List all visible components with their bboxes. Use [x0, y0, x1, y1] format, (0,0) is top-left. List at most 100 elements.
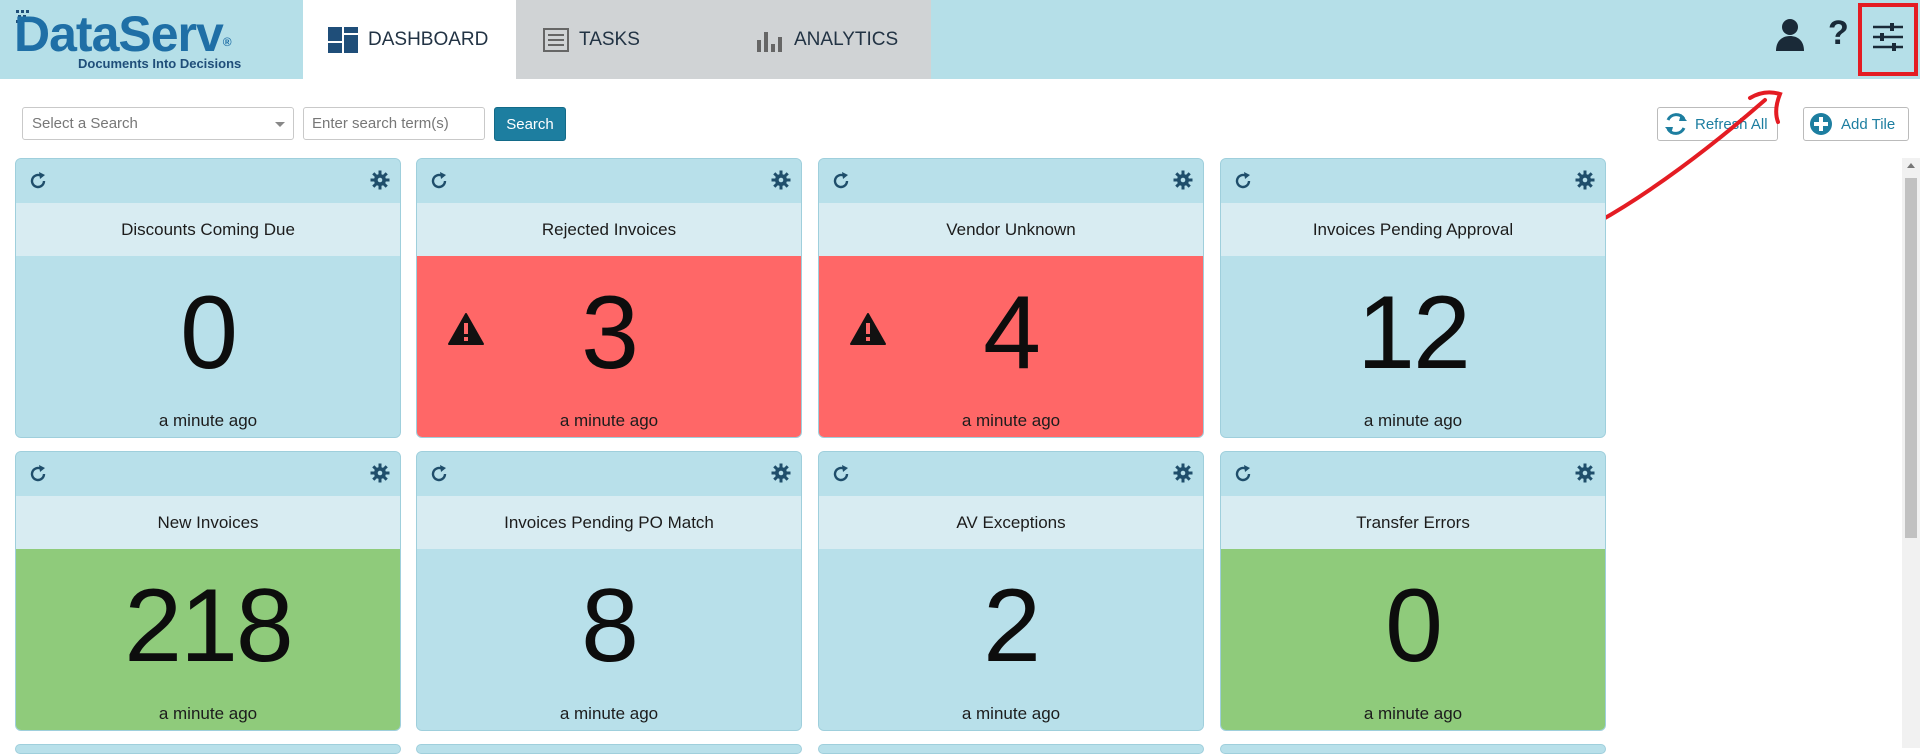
- gear-icon[interactable]: [1575, 170, 1595, 195]
- dashboard-icon: [328, 26, 358, 53]
- add-tile-label: Add Tile: [1841, 115, 1896, 133]
- gear-icon[interactable]: [1173, 463, 1193, 488]
- gear-icon[interactable]: [1173, 170, 1193, 195]
- gear-icon[interactable]: [771, 170, 791, 195]
- tile-title: Transfer Errors: [1221, 496, 1605, 549]
- gear-icon[interactable]: [1575, 463, 1595, 488]
- dashboard-tile[interactable]: Discounts Coming Due 0 a minute ago: [15, 158, 401, 438]
- tile-title: AV Exceptions: [819, 496, 1203, 549]
- dashboard-tile[interactable]: Invoices Pending Approval 12 a minute ago: [1220, 158, 1606, 438]
- tile-body[interactable]: 218 a minute ago: [16, 549, 400, 730]
- tile-header: [1221, 159, 1605, 203]
- tile-updated-time: a minute ago: [1363, 704, 1463, 723]
- tile-header: [16, 452, 400, 496]
- scroll-up-arrow-icon[interactable]: [1907, 163, 1915, 168]
- main-nav: DASHBOARD TASKS ANALYTICS: [303, 0, 931, 79]
- refresh-icon[interactable]: [831, 171, 851, 196]
- tile-title: Vendor Unknown: [819, 203, 1203, 256]
- refresh-icon[interactable]: [28, 464, 48, 489]
- tile-body[interactable]: 2 a minute ago: [819, 549, 1203, 730]
- tile-updated-time: a minute ago: [158, 704, 258, 723]
- refresh-icon[interactable]: [429, 171, 449, 196]
- refresh-icon[interactable]: [28, 171, 48, 196]
- saved-search-select[interactable]: Select a Search: [22, 107, 294, 140]
- tile-header: [1221, 452, 1605, 496]
- tile-header: [819, 159, 1203, 203]
- tile-header: [16, 159, 400, 203]
- tile-count: 12: [1357, 275, 1471, 391]
- dashboard-tile-partial[interactable]: [15, 744, 401, 754]
- dashboard-tile[interactable]: AV Exceptions 2 a minute ago: [818, 451, 1204, 731]
- dataserv-logo[interactable]: DataServ® Documents Into Decisions: [14, 6, 254, 76]
- gear-icon[interactable]: [370, 463, 390, 488]
- refresh-icon[interactable]: [831, 464, 851, 489]
- search-term-input[interactable]: [303, 107, 485, 140]
- tile-count: 0: [180, 275, 238, 391]
- annotation-highlight-box: [1858, 3, 1918, 76]
- tile-header: [819, 452, 1203, 496]
- tab-tasks-label: TASKS: [579, 28, 640, 50]
- plus-circle-icon: [1810, 113, 1832, 135]
- add-tile-button[interactable]: Add Tile: [1803, 107, 1909, 141]
- refresh-icon: [1665, 113, 1687, 135]
- tab-dashboard[interactable]: DASHBOARD: [303, 0, 516, 79]
- tab-analytics[interactable]: ANALYTICS: [706, 0, 931, 79]
- tasks-list-icon: [543, 27, 569, 52]
- dashboard-tile[interactable]: Transfer Errors 0 a minute ago: [1220, 451, 1606, 731]
- tile-count: 2: [983, 568, 1041, 684]
- tile-body[interactable]: 0 a minute ago: [1221, 549, 1605, 730]
- gear-icon[interactable]: [370, 170, 390, 195]
- dashboard-tile-partial[interactable]: [1220, 744, 1606, 754]
- logo-wordmark: DataServ®: [14, 6, 232, 62]
- dashboard-tile[interactable]: Rejected Invoices 3 a minute ago: [416, 158, 802, 438]
- tile-updated-time: a minute ago: [158, 411, 258, 430]
- tile-title: Rejected Invoices: [417, 203, 801, 256]
- tile-updated-time: a minute ago: [559, 411, 659, 430]
- refresh-icon[interactable]: [1233, 464, 1253, 489]
- dashboard-tile[interactable]: Invoices Pending PO Match 8 a minute ago: [416, 451, 802, 731]
- tile-count: 4: [983, 275, 1041, 391]
- tile-body[interactable]: 4 a minute ago: [819, 256, 1203, 437]
- refresh-icon[interactable]: [1233, 171, 1253, 196]
- tab-tasks[interactable]: TASKS: [516, 0, 706, 79]
- tile-body[interactable]: 3 a minute ago: [417, 256, 801, 437]
- dashboard-tile[interactable]: Vendor Unknown 4 a minute ago: [818, 158, 1204, 438]
- dashboard-tile-grid: Discounts Coming Due 0 a minute ago Rejecte…: [15, 158, 1615, 754]
- tile-updated-time: a minute ago: [961, 411, 1061, 430]
- tile-count: 8: [581, 568, 639, 684]
- tile-title: Discounts Coming Due: [16, 203, 400, 256]
- tab-analytics-label: ANALYTICS: [794, 28, 899, 50]
- saved-search-select-value: Select a Search: [32, 115, 138, 132]
- tile-header: [417, 452, 801, 496]
- tab-dashboard-label: DASHBOARD: [368, 28, 489, 50]
- tile-title: New Invoices: [16, 496, 400, 549]
- refresh-icon[interactable]: [429, 464, 449, 489]
- dashboard-tile-partial[interactable]: [818, 744, 1204, 754]
- user-icon[interactable]: [1775, 18, 1805, 52]
- chevron-down-icon: [275, 122, 285, 127]
- tile-count: 218: [124, 568, 294, 684]
- tile-header: [417, 159, 801, 203]
- tile-count: 3: [581, 275, 639, 391]
- tile-body[interactable]: 12 a minute ago: [1221, 256, 1605, 437]
- dashboard-tile[interactable]: New Invoices 218 a minute ago: [15, 451, 401, 731]
- warning-triangle-icon: [849, 312, 887, 351]
- help-icon[interactable]: ?: [1828, 14, 1849, 52]
- logo-dots-icon: [16, 10, 29, 28]
- logo-tagline: Documents Into Decisions: [78, 56, 242, 71]
- warning-triangle-icon: [447, 312, 485, 351]
- refresh-all-label: Refresh All: [1695, 115, 1768, 133]
- search-button[interactable]: Search: [494, 107, 566, 141]
- gear-icon[interactable]: [771, 463, 791, 488]
- tile-title: Invoices Pending Approval: [1221, 203, 1605, 256]
- scrollbar-thumb[interactable]: [1905, 178, 1917, 538]
- bar-chart-icon: [757, 31, 782, 52]
- settings-sliders-icon[interactable]: [1872, 22, 1904, 52]
- dashboard-tile-partial[interactable]: [416, 744, 802, 754]
- tile-title: Invoices Pending PO Match: [417, 496, 801, 549]
- tile-body[interactable]: 0 a minute ago: [16, 256, 400, 437]
- tile-updated-time: a minute ago: [1363, 411, 1463, 430]
- vertical-scrollbar[interactable]: [1902, 158, 1920, 748]
- tile-body[interactable]: 8 a minute ago: [417, 549, 801, 730]
- tile-updated-time: a minute ago: [559, 704, 659, 723]
